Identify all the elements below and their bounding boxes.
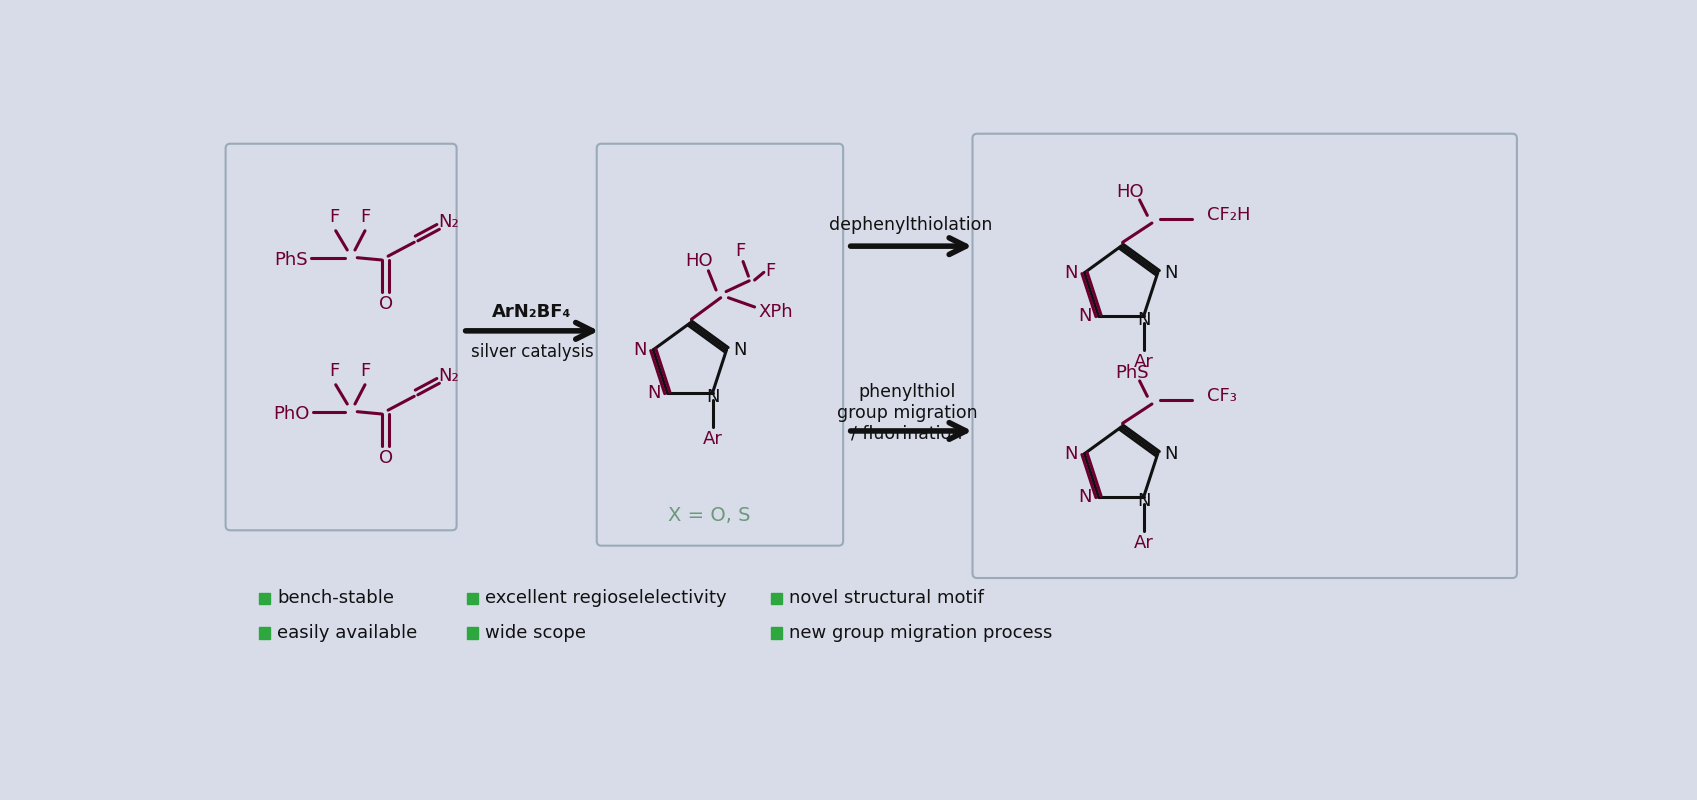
FancyBboxPatch shape bbox=[972, 134, 1517, 578]
Text: N: N bbox=[1064, 445, 1078, 462]
Text: / fluorination: / fluorination bbox=[852, 424, 962, 442]
Text: novel structural motif: novel structural motif bbox=[789, 589, 984, 607]
Text: CF₂H: CF₂H bbox=[1207, 206, 1251, 224]
Text: F: F bbox=[735, 242, 745, 260]
Text: Ar: Ar bbox=[703, 430, 723, 448]
Text: O: O bbox=[378, 295, 392, 313]
Text: dephenylthiolation: dephenylthiolation bbox=[830, 216, 993, 234]
Bar bbox=[770, 593, 782, 604]
Bar bbox=[258, 627, 270, 639]
FancyBboxPatch shape bbox=[226, 144, 456, 530]
Text: easily available: easily available bbox=[277, 624, 417, 642]
Text: PhO: PhO bbox=[273, 405, 309, 423]
Bar bbox=[770, 627, 782, 639]
Text: N: N bbox=[1137, 492, 1151, 510]
Text: PhS: PhS bbox=[1115, 364, 1149, 382]
Text: Ar: Ar bbox=[1134, 353, 1154, 371]
Text: HO: HO bbox=[1117, 183, 1144, 202]
Text: PhS: PhS bbox=[275, 251, 307, 269]
Text: N₂: N₂ bbox=[438, 366, 460, 385]
Text: F: F bbox=[360, 362, 370, 380]
Bar bbox=[258, 593, 270, 604]
Text: ArN₂BF₄: ArN₂BF₄ bbox=[492, 302, 572, 321]
Text: N: N bbox=[647, 384, 660, 402]
Text: N: N bbox=[1164, 445, 1178, 462]
Text: group migration: group migration bbox=[837, 404, 977, 422]
Text: bench-stable: bench-stable bbox=[277, 589, 394, 607]
Text: Ar: Ar bbox=[1134, 534, 1154, 552]
Text: O: O bbox=[378, 449, 392, 467]
FancyBboxPatch shape bbox=[597, 144, 843, 546]
Text: F: F bbox=[329, 362, 339, 380]
Text: N: N bbox=[1078, 488, 1091, 506]
Text: excellent regioselelectivity: excellent regioselelectivity bbox=[485, 589, 726, 607]
Text: X = O, S: X = O, S bbox=[669, 506, 750, 525]
Text: N: N bbox=[633, 341, 647, 358]
Bar bbox=[467, 627, 479, 639]
Text: N: N bbox=[1078, 306, 1091, 325]
Text: N₂: N₂ bbox=[438, 213, 460, 230]
Text: silver catalysis: silver catalysis bbox=[470, 342, 594, 361]
Text: F: F bbox=[360, 208, 370, 226]
Text: CF₃: CF₃ bbox=[1207, 387, 1237, 406]
Text: N: N bbox=[1164, 264, 1178, 282]
Text: new group migration process: new group migration process bbox=[789, 624, 1052, 642]
Bar bbox=[467, 593, 479, 604]
Text: phenylthiol: phenylthiol bbox=[859, 383, 955, 402]
Text: N: N bbox=[1064, 264, 1078, 282]
Text: N: N bbox=[1137, 311, 1151, 330]
Text: F: F bbox=[329, 208, 339, 226]
Text: N: N bbox=[706, 389, 720, 406]
Text: XPh: XPh bbox=[759, 303, 794, 322]
Text: F: F bbox=[765, 262, 776, 280]
Text: HO: HO bbox=[686, 252, 713, 270]
Text: N: N bbox=[733, 341, 747, 358]
Text: wide scope: wide scope bbox=[485, 624, 585, 642]
